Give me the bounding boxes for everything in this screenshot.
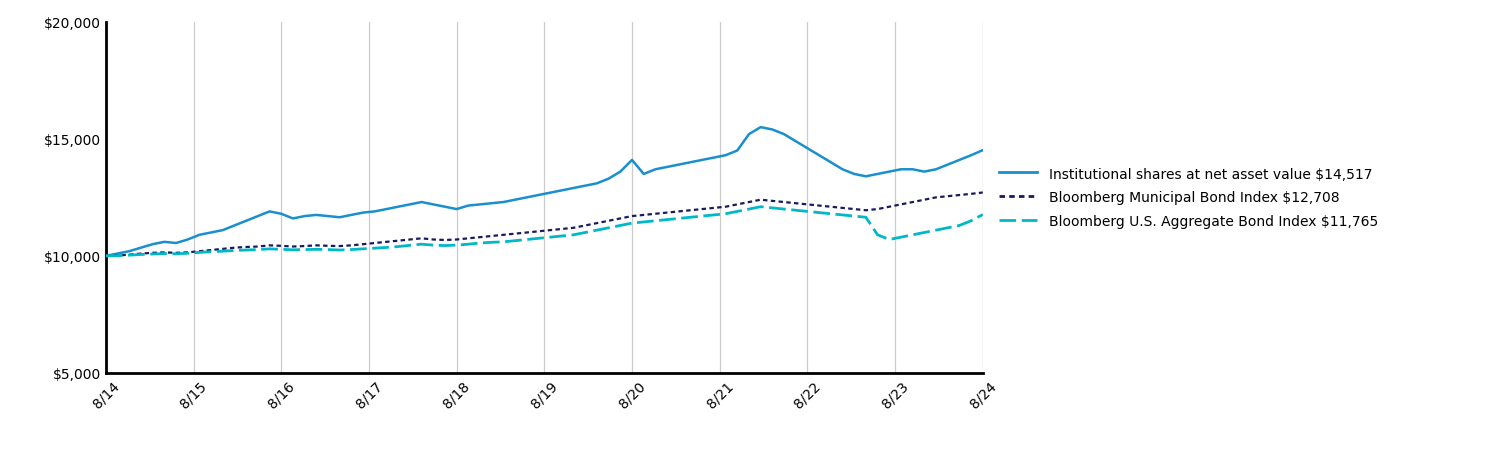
Bloomberg U.S. Aggregate Bond Index $11,765	[810, 210, 829, 216]
Line: Bloomberg U.S. Aggregate Bond Index $11,765: Bloomberg U.S. Aggregate Bond Index $11,…	[106, 207, 983, 256]
Institutional shares at net asset value $14,517	[810, 153, 829, 159]
Line: Institutional shares at net asset value $14,517: Institutional shares at net asset value …	[106, 128, 983, 256]
Line: Bloomberg Municipal Bond Index $12,708: Bloomberg Municipal Bond Index $12,708	[106, 193, 983, 256]
Bloomberg U.S. Aggregate Bond Index $11,765	[97, 253, 115, 259]
Bloomberg Municipal Bond Index $12,708	[682, 208, 700, 213]
Institutional shares at net asset value $14,517	[751, 125, 770, 131]
Institutional shares at net asset value $14,517	[97, 253, 115, 259]
Bloomberg U.S. Aggregate Bond Index $11,765	[974, 212, 992, 218]
Bloomberg Municipal Bond Index $12,708	[658, 210, 676, 216]
Institutional shares at net asset value $14,517	[178, 237, 197, 243]
Bloomberg Municipal Bond Index $12,708	[97, 253, 115, 259]
Institutional shares at net asset value $14,517	[658, 165, 676, 170]
Bloomberg U.S. Aggregate Bond Index $11,765	[658, 217, 676, 223]
Institutional shares at net asset value $14,517	[401, 202, 419, 207]
Bloomberg Municipal Bond Index $12,708	[798, 202, 816, 207]
Bloomberg U.S. Aggregate Bond Index $11,765	[401, 243, 419, 248]
Bloomberg Municipal Bond Index $12,708	[553, 227, 572, 232]
Bloomberg U.S. Aggregate Bond Index $11,765	[751, 205, 770, 210]
Bloomberg Municipal Bond Index $12,708	[401, 237, 419, 243]
Bloomberg Municipal Bond Index $12,708	[974, 190, 992, 196]
Bloomberg Municipal Bond Index $12,708	[178, 250, 197, 256]
Bloomberg U.S. Aggregate Bond Index $11,765	[682, 215, 700, 221]
Institutional shares at net asset value $14,517	[974, 148, 992, 153]
Legend: Institutional shares at net asset value $14,517, Bloomberg Municipal Bond Index : Institutional shares at net asset value …	[998, 167, 1377, 228]
Institutional shares at net asset value $14,517	[553, 188, 572, 194]
Bloomberg U.S. Aggregate Bond Index $11,765	[178, 251, 197, 257]
Bloomberg U.S. Aggregate Bond Index $11,765	[553, 234, 572, 239]
Institutional shares at net asset value $14,517	[682, 160, 700, 166]
